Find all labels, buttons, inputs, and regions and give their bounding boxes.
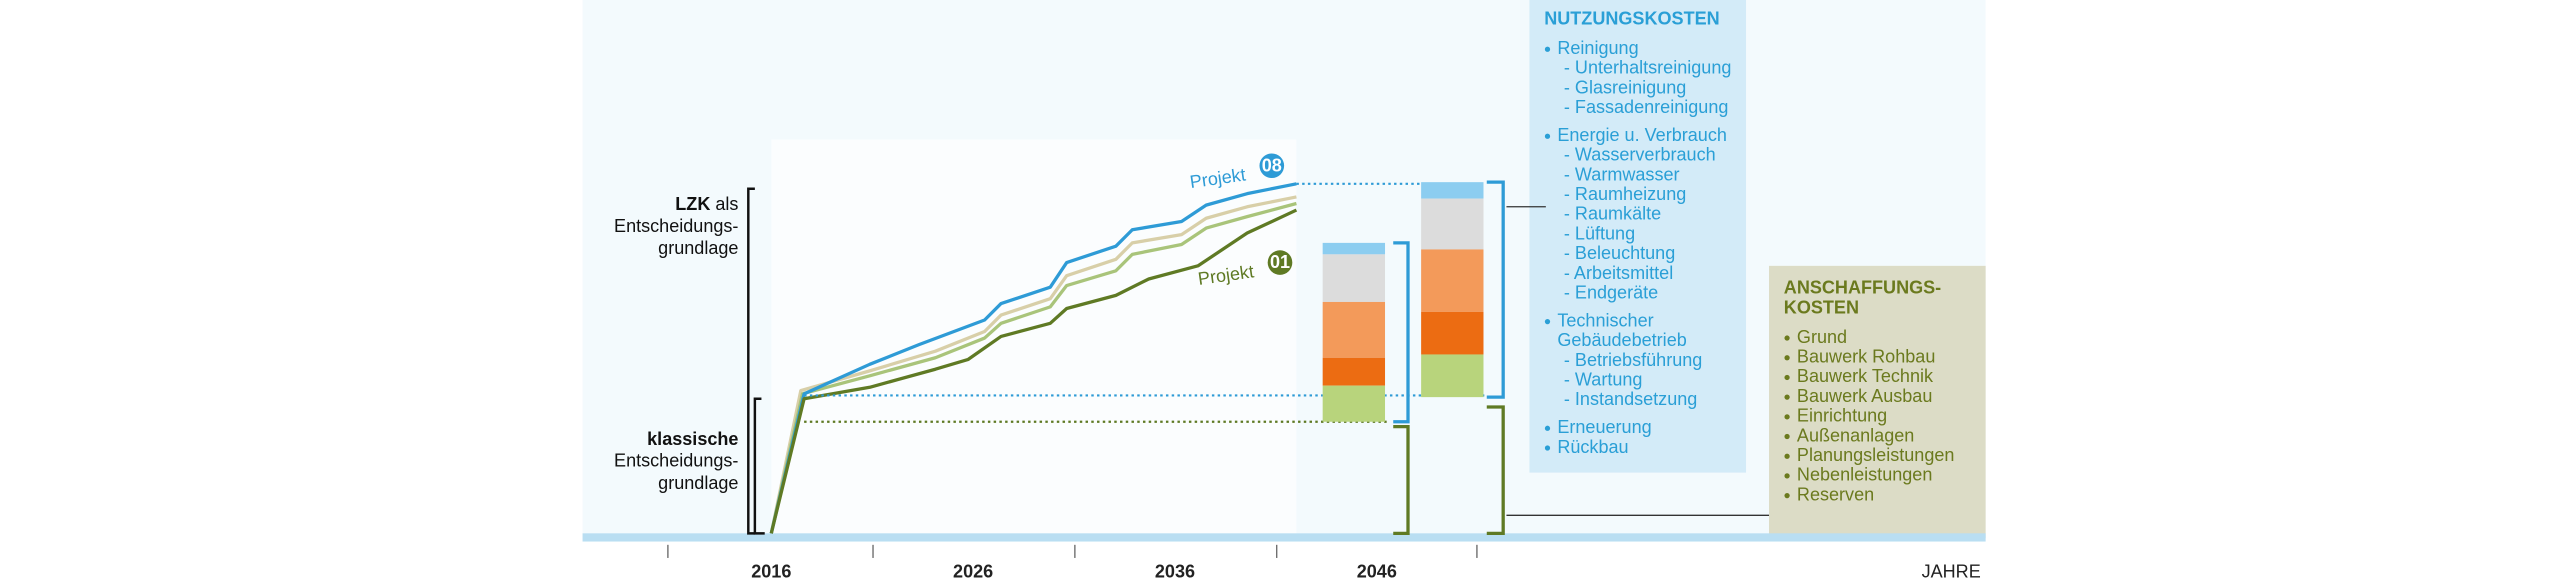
project-badge: 01 — [1270, 252, 1290, 272]
list-item: Einrichtung — [1797, 406, 1887, 426]
axis-label: JAHRE — [1922, 561, 1981, 581]
list-item: Technischer — [1557, 310, 1653, 330]
left-label: LZK als — [675, 194, 738, 214]
panel-title: ANSCHAFFUNGS- — [1784, 278, 1941, 298]
list-subitem: - Endgeräte — [1564, 283, 1658, 303]
connectors — [1506, 206, 1770, 516]
list-item: Planungsleistungen — [1797, 445, 1955, 465]
bullet — [1544, 425, 1551, 431]
list-item: Reinigung — [1557, 38, 1638, 58]
x-tick-label: 2016 — [751, 561, 791, 581]
project-badge: 08 — [1262, 155, 1282, 175]
list-subitem: - Wasserverbrauch — [1564, 145, 1716, 165]
axis-bar — [582, 533, 1986, 542]
list-subitem: - Betriebsführung — [1564, 350, 1702, 370]
list-item: Bauwerk Ausbau — [1797, 386, 1932, 406]
list-subitem: - Arbeitsmittel — [1564, 263, 1673, 283]
x-tick-label: 2026 — [953, 561, 993, 581]
stack-bar-2 — [1421, 182, 1484, 398]
list-subitem: - Glasreinigung — [1564, 77, 1686, 97]
list-subitem: - Raumkälte — [1564, 204, 1661, 224]
list-item: Bauwerk Rohbau — [1797, 347, 1935, 367]
bullet — [1784, 414, 1790, 420]
label-bold: klassische — [647, 429, 738, 449]
list-item: Gebäudebetrieb — [1557, 330, 1686, 350]
bullet — [1784, 433, 1790, 440]
list-subitem: - Instandsetzung — [1564, 389, 1697, 409]
stack-bar-1 — [1322, 242, 1386, 422]
right-brackets — [1393, 180, 1505, 535]
list-item: Außenanlagen — [1797, 425, 1914, 445]
bullet — [1544, 133, 1551, 139]
badge — [1267, 250, 1293, 275]
nutzung-panel — [1529, 0, 1747, 473]
bullet — [1784, 374, 1790, 381]
bullet — [1784, 473, 1790, 479]
bullet — [1784, 335, 1790, 341]
list-subitem: - Warmwasser — [1564, 164, 1680, 184]
left-label: grundlage — [658, 473, 738, 493]
bullet — [1784, 355, 1790, 361]
badge — [1259, 153, 1285, 179]
bullet — [1544, 46, 1551, 52]
left-label: Entscheidungs- — [614, 451, 738, 471]
list-subitem: - Raumheizung — [1564, 184, 1686, 204]
bullet — [1544, 445, 1551, 451]
list-item: Grund — [1797, 327, 1847, 347]
left-brackets — [747, 187, 765, 535]
list-item: Rückbau — [1557, 437, 1628, 457]
left-label: grundlage — [658, 238, 738, 258]
x-tick-label: 2036 — [1155, 561, 1195, 581]
curves — [769, 182, 1298, 534]
list-item: Energie u. Verbrauch — [1557, 125, 1727, 145]
bullet — [1544, 319, 1551, 325]
list-item: Bauwerk Technik — [1797, 366, 1934, 386]
list-subitem: - Beleuchtung — [1564, 243, 1675, 263]
bullet — [1784, 453, 1790, 459]
list-subitem: - Lüftung — [1564, 223, 1635, 243]
list-item: Erneuerung — [1557, 417, 1651, 437]
panel-title: NUTZUNGSKOSTEN — [1544, 8, 1719, 28]
left-label: klassische — [647, 429, 738, 449]
anschaffung-panel — [1769, 265, 1986, 539]
label-rest: als — [710, 194, 738, 214]
chart-area — [771, 139, 1297, 534]
list-item: Nebenleistungen — [1797, 465, 1932, 485]
list-item: Reserven — [1797, 484, 1874, 504]
label-bold: LZK — [675, 194, 710, 214]
panel-title: KOSTEN — [1784, 297, 1859, 317]
list-subitem: - Unterhaltsreinigung — [1564, 58, 1732, 78]
bullet — [1784, 492, 1790, 499]
x-tick-label: 2046 — [1357, 561, 1397, 581]
axis-ticks — [667, 544, 1478, 558]
list-subitem: - Wartung — [1564, 369, 1643, 389]
left-label: Entscheidungs- — [614, 216, 738, 236]
bullet — [1784, 394, 1790, 400]
list-subitem: - Fassadenreinigung — [1564, 97, 1729, 117]
